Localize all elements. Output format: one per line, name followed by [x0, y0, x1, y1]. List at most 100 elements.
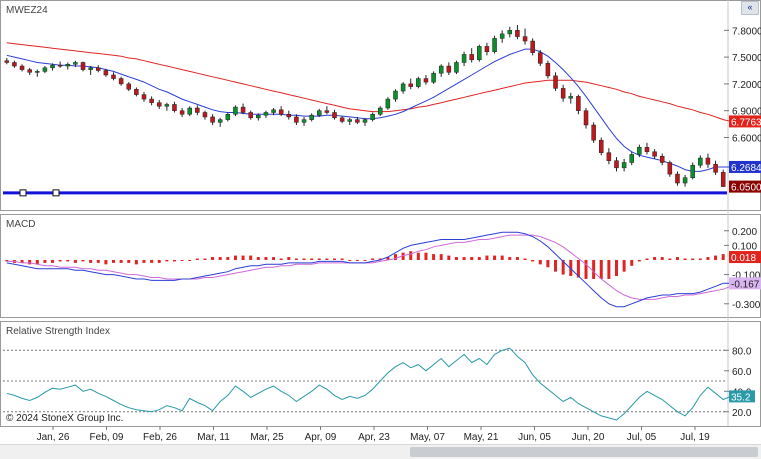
- candle: [111, 72, 116, 81]
- macd-histogram-bar: [584, 259, 588, 279]
- candle: [347, 117, 353, 125]
- candle: [134, 87, 139, 97]
- macd-histogram-bar: [333, 258, 337, 260]
- candle-body: [263, 112, 269, 116]
- macd-histogram-bar: [470, 257, 474, 260]
- candle: [568, 92, 574, 104]
- candle-body: [713, 164, 718, 173]
- candle-body: [431, 72, 436, 83]
- candle-body: [210, 116, 215, 123]
- candle-body: [27, 69, 32, 73]
- macd-histogram-bar: [96, 259, 100, 263]
- candle: [682, 174, 688, 187]
- candle-body: [644, 147, 650, 153]
- macd-histogram-bar: [294, 258, 298, 260]
- candle: [614, 157, 619, 172]
- macd-histogram-bar: [355, 259, 359, 261]
- macd-tick-label: -0.300: [732, 300, 761, 311]
- candle: [202, 110, 208, 120]
- candle: [225, 112, 231, 122]
- candle: [195, 105, 200, 116]
- macd-histogram-bar: [653, 257, 657, 260]
- candle-body: [248, 112, 253, 119]
- macd-histogram-bar: [211, 257, 215, 260]
- macd-tick-label: 0.200: [732, 227, 757, 238]
- macd-histogram-bar: [508, 257, 512, 260]
- candle-body: [446, 65, 452, 73]
- candle: [454, 60, 459, 75]
- candle-body: [393, 90, 398, 100]
- macd-histogram-bar: [150, 259, 154, 263]
- x-tick-label: Feb, 09: [90, 432, 124, 443]
- candle: [294, 114, 299, 125]
- candle: [553, 72, 558, 92]
- candle: [423, 74, 429, 85]
- candle-body: [42, 67, 48, 72]
- candle-body: [675, 173, 680, 184]
- candle: [301, 116, 307, 126]
- macd-histogram-bar: [515, 257, 519, 260]
- macd-histogram-bar: [614, 259, 618, 277]
- candle: [263, 110, 269, 118]
- candle: [591, 122, 596, 143]
- candle-body: [134, 89, 139, 95]
- price-tick-label: 6.9000: [732, 107, 761, 118]
- candle: [431, 71, 436, 84]
- rsi-value-label: 35.2: [731, 392, 751, 403]
- candle-body: [416, 78, 421, 87]
- candle-body: [96, 67, 101, 71]
- macd-histogram-bar: [424, 252, 428, 260]
- candle: [73, 60, 78, 67]
- candle: [80, 61, 86, 72]
- macd-line: [6, 231, 731, 308]
- candle-body: [202, 112, 208, 118]
- candle: [118, 76, 124, 86]
- candle: [309, 113, 314, 122]
- x-tick-label: Jan, 26: [37, 432, 70, 443]
- scrollbar-thumb[interactable]: [410, 447, 758, 457]
- candle-body: [111, 74, 116, 79]
- candle-body: [522, 36, 528, 42]
- candle: [240, 103, 246, 115]
- candle: [393, 89, 398, 102]
- macd-histogram-bar: [272, 257, 276, 260]
- candle-body: [538, 52, 543, 64]
- candle-body: [4, 60, 10, 63]
- macd-histogram-bar: [35, 259, 39, 265]
- candle-body: [477, 46, 482, 61]
- candle-body: [698, 157, 703, 166]
- macd-histogram-value-label: 0.018: [731, 253, 756, 264]
- candle-body: [553, 75, 558, 89]
- macd-histogram-bar: [89, 259, 93, 263]
- candle-body: [271, 109, 276, 113]
- candle: [339, 116, 345, 124]
- macd-histogram-bar: [706, 257, 710, 260]
- macd-histogram-bar: [691, 258, 695, 260]
- candle: [652, 149, 657, 159]
- candle-body: [591, 124, 596, 141]
- candle: [675, 171, 680, 186]
- candle-body: [50, 64, 55, 69]
- panel-frame: [0, 321, 761, 427]
- fast-moving-average-line: [6, 48, 731, 172]
- macd-histogram-bar: [660, 257, 664, 260]
- collapse-button[interactable]: «: [741, 1, 759, 15]
- macd-histogram-bar: [668, 258, 672, 260]
- candle: [210, 114, 215, 125]
- price-tick-label: 7.2000: [732, 80, 761, 91]
- candle-body: [324, 110, 330, 113]
- macd-histogram-bar: [698, 258, 702, 260]
- candle-body: [317, 110, 322, 116]
- horizontal-scrollbar[interactable]: [0, 444, 761, 459]
- macd-histogram-bar: [637, 259, 641, 262]
- candle: [560, 84, 566, 102]
- candle: [438, 64, 444, 77]
- macd-histogram-bar: [279, 258, 283, 260]
- macd-histogram-bar: [714, 255, 718, 260]
- candle-body: [545, 63, 551, 77]
- macd-histogram-bar: [462, 257, 466, 260]
- slow-moving-average-line: [6, 42, 731, 122]
- x-tick-label: Jul, 05: [627, 432, 657, 443]
- candle-body: [355, 119, 360, 123]
